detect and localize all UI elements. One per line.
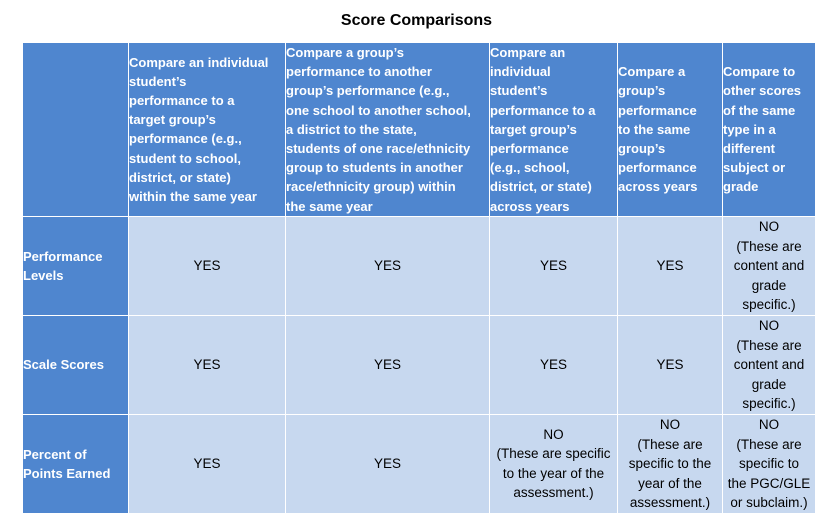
cell-value: NO <box>758 318 780 334</box>
table-row: Percent of Points Earned YES YES NO (Thes… <box>22 413 816 514</box>
row-header: Percent of Points Earned <box>22 413 129 514</box>
table-row: Performance Levels YES YES YES YES NO (Th… <box>22 215 816 316</box>
table-row: Scale Scores YES YES YES YES NO (These ar… <box>22 314 816 415</box>
cell-value: YES <box>373 357 401 373</box>
row-header: Performance Levels <box>22 215 129 316</box>
cell-note: (These are specific to the year of the a… <box>496 446 611 501</box>
table-cell: NO (These are content and grade specific.… <box>722 215 816 316</box>
table-cell: NO (These are specific to the year of the… <box>489 413 618 514</box>
cell-value: NO <box>758 417 780 433</box>
cell-note: (These are specific to the year of the a… <box>628 436 712 510</box>
table-cell: YES <box>489 215 618 316</box>
cell-value: NO <box>659 417 681 433</box>
cell-value: YES <box>656 357 684 373</box>
table-cell: YES <box>617 314 723 415</box>
cell-value: YES <box>193 258 221 274</box>
table-cell: YES <box>285 314 490 415</box>
table-cell: YES <box>285 215 490 316</box>
table-cell: YES <box>128 413 286 514</box>
cell-value: YES <box>539 258 567 274</box>
table-cell: YES <box>617 215 723 316</box>
column-header: Compare a group’s performance to another… <box>285 42 490 217</box>
score-comparison-table: Compare an individual student’s performa… <box>22 42 816 514</box>
cell-value: NO <box>758 219 780 235</box>
table-cell: YES <box>128 215 286 316</box>
cell-value: YES <box>539 357 567 373</box>
column-header: Compare to other scores of the same type… <box>722 42 816 217</box>
cell-value: YES <box>193 456 221 472</box>
table-title: Score Comparisons <box>340 12 493 29</box>
cell-note: (These are content and grade specific.) <box>733 238 805 312</box>
table-cell: YES <box>285 413 490 514</box>
cell-note: (These are content and grade specific.) <box>733 337 805 411</box>
row-header: Scale Scores <box>22 314 129 415</box>
cell-value: YES <box>373 258 401 274</box>
cell-note: (These are specific to the PGC/GLE or su… <box>727 436 811 510</box>
cell-value: YES <box>373 456 401 472</box>
table-cell: NO (These are specific to the year of the… <box>617 413 723 514</box>
table-cell: YES <box>128 314 286 415</box>
cell-value: NO <box>543 427 564 443</box>
column-header: Compare an individual student’s performa… <box>128 42 286 217</box>
header-corner-cell <box>22 42 129 217</box>
column-header: Compare an individual student’s performa… <box>489 42 618 217</box>
column-header: Compare a group’s performance to the sam… <box>617 42 723 217</box>
header-row: Compare an individual student’s performa… <box>22 42 816 217</box>
table-cell: YES <box>489 314 618 415</box>
cell-value: YES <box>193 357 221 373</box>
cell-value: YES <box>656 258 684 274</box>
table-cell: NO (These are specific to the PGC/GLE or … <box>722 413 816 514</box>
table-cell: NO (These are content and grade specific.… <box>722 314 816 415</box>
